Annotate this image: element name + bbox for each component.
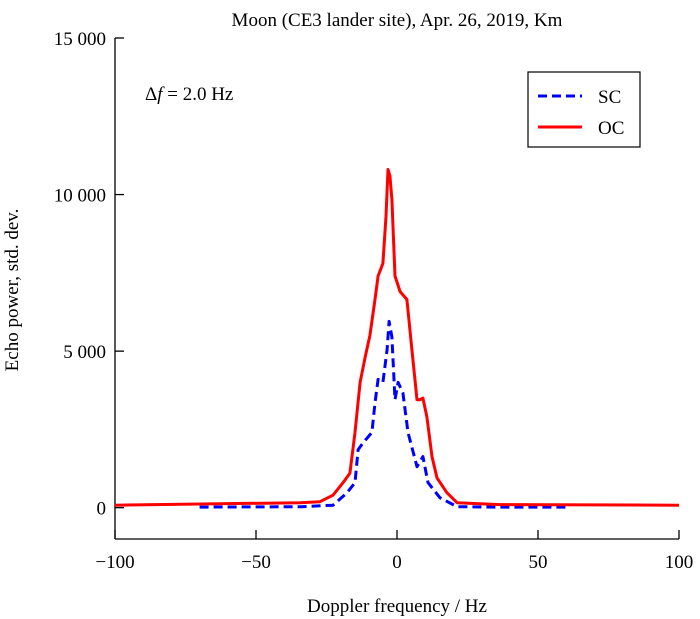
x-tick-label: −100: [95, 552, 134, 573]
series-lines: [114, 168, 680, 509]
axes: −100 −50 0 50 100 0 5 000 10 000 15 000: [54, 29, 694, 573]
annotation-text: = 2.0 Hz: [163, 84, 234, 105]
chart-title: Moon (CE3 lander site), Apr. 26, 2019, K…: [232, 10, 563, 31]
y-tick-label: 10 000: [54, 186, 106, 207]
x-tick-label: 100: [665, 552, 694, 573]
legend-sc-label: SC: [598, 87, 621, 108]
y-axis-label: Echo power, std. dev.: [2, 209, 23, 372]
annotation-prefix: Δ: [145, 84, 157, 105]
y-tick-label: 0: [97, 499, 107, 520]
series-sc-line: [199, 319, 567, 509]
annotation-var: f: [157, 84, 165, 105]
x-tick-label: −50: [241, 552, 271, 573]
series-oc-line: [114, 168, 680, 507]
x-axis-label: Doppler frequency / Hz: [307, 596, 487, 617]
y-tick-label: 5 000: [63, 342, 106, 363]
x-tick-label: 0: [392, 552, 402, 573]
legend-oc-label: OC: [598, 118, 624, 139]
legend: SC OC: [527, 71, 641, 148]
x-tick-label: 50: [529, 552, 548, 573]
annotation-delta-f: Δf = 2.0 Hz: [145, 84, 233, 105]
y-tick-label: 15 000: [54, 29, 106, 50]
legend-box: [527, 71, 641, 148]
